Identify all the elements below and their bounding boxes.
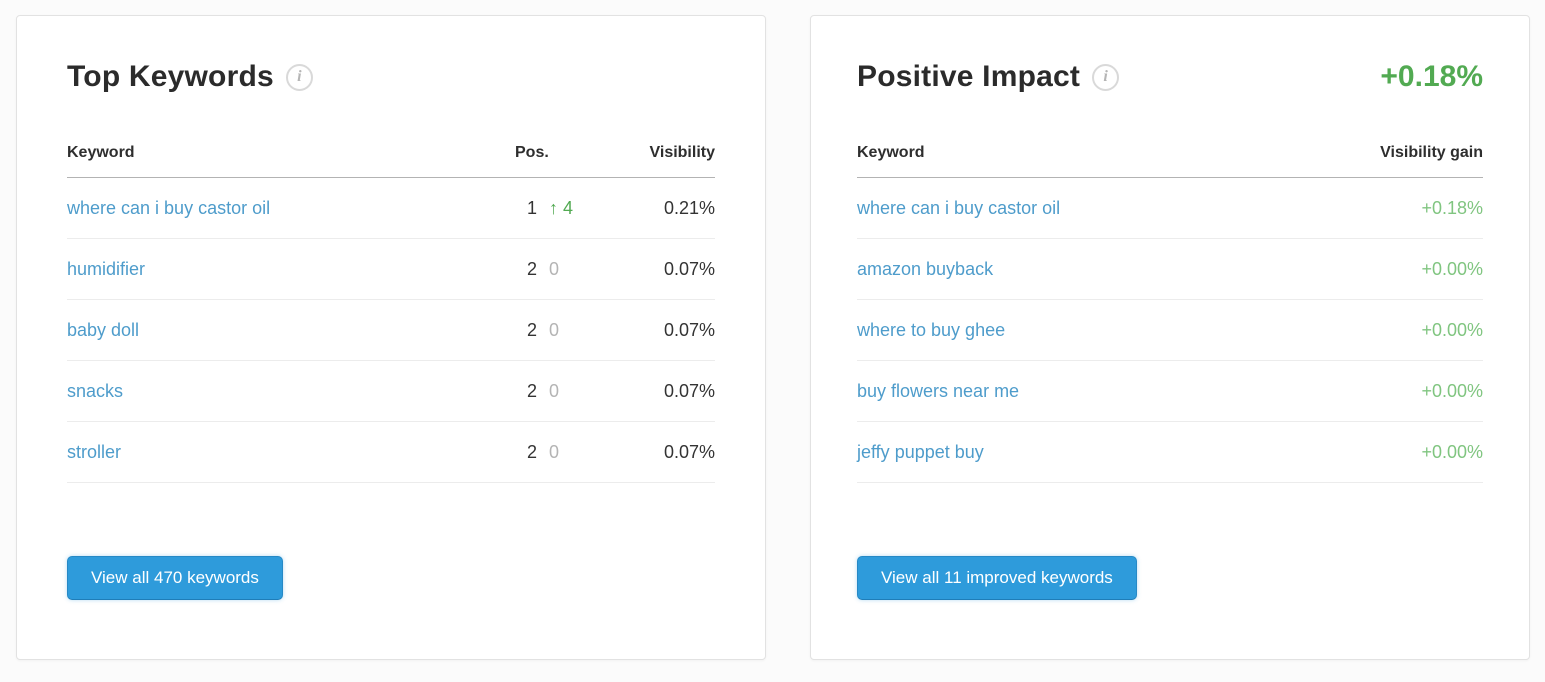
top-keywords-title: Top Keywords xyxy=(67,60,274,93)
visibility-value: 0.07% xyxy=(663,319,715,340)
table-row: snacks 2 0 0.07% xyxy=(67,361,715,422)
position-change-neutral: 0 xyxy=(549,380,560,401)
keyword-link[interactable]: jeffy puppet buy xyxy=(857,441,984,462)
table-row: baby doll 2 0 0.07% xyxy=(67,300,715,361)
visibility-gain-value: +0.00% xyxy=(1421,258,1483,279)
visibility-value: 0.21% xyxy=(663,197,715,218)
view-all-keywords-button[interactable]: View all 470 keywords xyxy=(67,556,283,600)
table-row: where to buy ghee +0.00% xyxy=(857,300,1483,361)
position-change-up: ↑ 4 xyxy=(549,197,574,218)
table-row: where can i buy castor oil 1 ↑ 4 0.21% xyxy=(67,178,715,239)
keyword-link[interactable]: where can i buy castor oil xyxy=(67,197,271,218)
keyword-link[interactable]: where can i buy castor oil xyxy=(857,197,1061,218)
column-header-visibility-gain: Visibility gain xyxy=(1380,144,1483,161)
visibility-gain-value: +0.00% xyxy=(1421,441,1483,462)
table-row: where can i buy castor oil +0.18% xyxy=(857,178,1483,239)
position-value: 1 xyxy=(526,197,537,218)
keyword-link[interactable]: humidifier xyxy=(67,258,146,279)
positive-impact-title: Positive Impact xyxy=(857,60,1081,93)
column-header-position: Pos. xyxy=(515,144,549,161)
keyword-link[interactable]: buy flowers near me xyxy=(857,380,1020,401)
visibility-gain-value: +0.00% xyxy=(1421,319,1483,340)
column-header-keyword: Keyword xyxy=(857,144,925,161)
table-row: stroller 2 0 0.07% xyxy=(67,422,715,483)
positive-impact-column-headers: Keyword Visibility gain xyxy=(857,144,1483,178)
position-change-neutral: 0 xyxy=(549,441,560,462)
column-header-visibility: Visibility xyxy=(649,144,715,161)
info-icon[interactable]: i xyxy=(1092,63,1120,91)
position-change-neutral: 0 xyxy=(549,258,560,279)
positive-impact-card: Positive Impact i +0.18% Keyword Visibil… xyxy=(810,15,1530,660)
table-row: humidifier 2 0 0.07% xyxy=(67,239,715,300)
position-change-neutral: 0 xyxy=(549,319,560,340)
keyword-link[interactable]: baby doll xyxy=(67,319,140,340)
keyword-link[interactable]: where to buy ghee xyxy=(857,319,1006,340)
top-keywords-card: Top Keywords i Keyword Pos. Visibility w… xyxy=(16,15,766,660)
visibility-gain-value: +0.00% xyxy=(1421,380,1483,401)
table-row: jeffy puppet buy +0.00% xyxy=(857,422,1483,483)
top-keywords-header: Top Keywords i xyxy=(67,60,715,94)
keyword-link[interactable]: amazon buyback xyxy=(857,258,994,279)
visibility-value: 0.07% xyxy=(663,380,715,401)
keyword-link[interactable]: stroller xyxy=(67,441,122,462)
positive-impact-header: Positive Impact i +0.18% xyxy=(857,60,1483,94)
top-keywords-column-headers: Keyword Pos. Visibility xyxy=(67,144,715,178)
position-value: 2 xyxy=(526,380,537,401)
keyword-link[interactable]: snacks xyxy=(67,380,124,401)
visibility-value: 0.07% xyxy=(663,441,715,462)
table-row: amazon buyback +0.00% xyxy=(857,239,1483,300)
column-header-keyword: Keyword xyxy=(67,144,135,161)
visibility-value: 0.07% xyxy=(663,258,715,279)
total-visibility-gain: +0.18% xyxy=(1380,60,1483,93)
visibility-gain-value: +0.18% xyxy=(1421,197,1483,218)
table-row: buy flowers near me +0.00% xyxy=(857,361,1483,422)
position-value: 2 xyxy=(526,319,537,340)
position-value: 2 xyxy=(526,441,537,462)
info-icon[interactable]: i xyxy=(285,63,313,91)
position-value: 2 xyxy=(526,258,537,279)
view-all-improved-keywords-button[interactable]: View all 11 improved keywords xyxy=(857,556,1137,600)
